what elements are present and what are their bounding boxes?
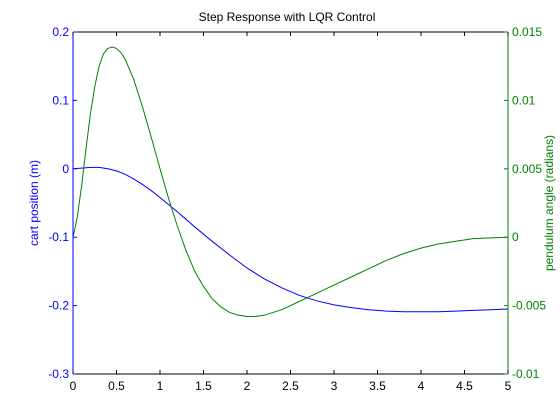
x-tick-label: 3 [331,379,338,393]
x-tick-label: 5 [505,379,512,393]
right-y-tick-label: -0.01 [512,367,540,381]
cart-position-line [72,166,509,313]
x-tick-label: 1.5 [195,379,212,393]
x-tick-label: 1 [157,379,164,393]
right-y-tick-label: -0.005 [512,299,546,313]
left-y-tick-label: -0.2 [48,299,69,313]
series-layer [72,46,509,318]
plot-area [73,32,508,374]
axes-layer: 0 0.5 1 1.5 2 2.5 3 3.5 4 4.5 5 -0.3 -0.2 -0.1 0 0.1 0.2… [48,25,546,393]
x-tick-label: 2.5 [282,379,299,393]
right-y-tick-label: 0.015 [512,25,542,39]
pendulum-angle-line [72,46,509,318]
x-tick-label: 2 [244,379,251,393]
left-axis-label: cart position (m) [27,160,41,246]
left-y-tick-label: -0.1 [48,230,69,244]
right-axis-label: pendulum angle (radians) [542,135,556,271]
left-y-tick-label: 0 [62,162,69,176]
right-y-tick-label: 0 [512,230,519,244]
x-tick-label: 0.5 [108,379,125,393]
x-tick-label: 4 [418,379,425,393]
chart-title: Step Response with LQR Control [199,10,376,24]
right-y-tick-label: 0.005 [512,162,542,176]
left-y-tick-label: 0.2 [52,25,69,39]
x-tick-label: 0 [70,379,77,393]
x-tick-label: 3.5 [369,379,386,393]
left-y-tick-label: 0.1 [52,93,69,107]
left-y-tick-label: -0.3 [48,367,69,381]
right-y-tick-label: 0.01 [512,93,536,107]
x-tick-label: 4.5 [456,379,473,393]
